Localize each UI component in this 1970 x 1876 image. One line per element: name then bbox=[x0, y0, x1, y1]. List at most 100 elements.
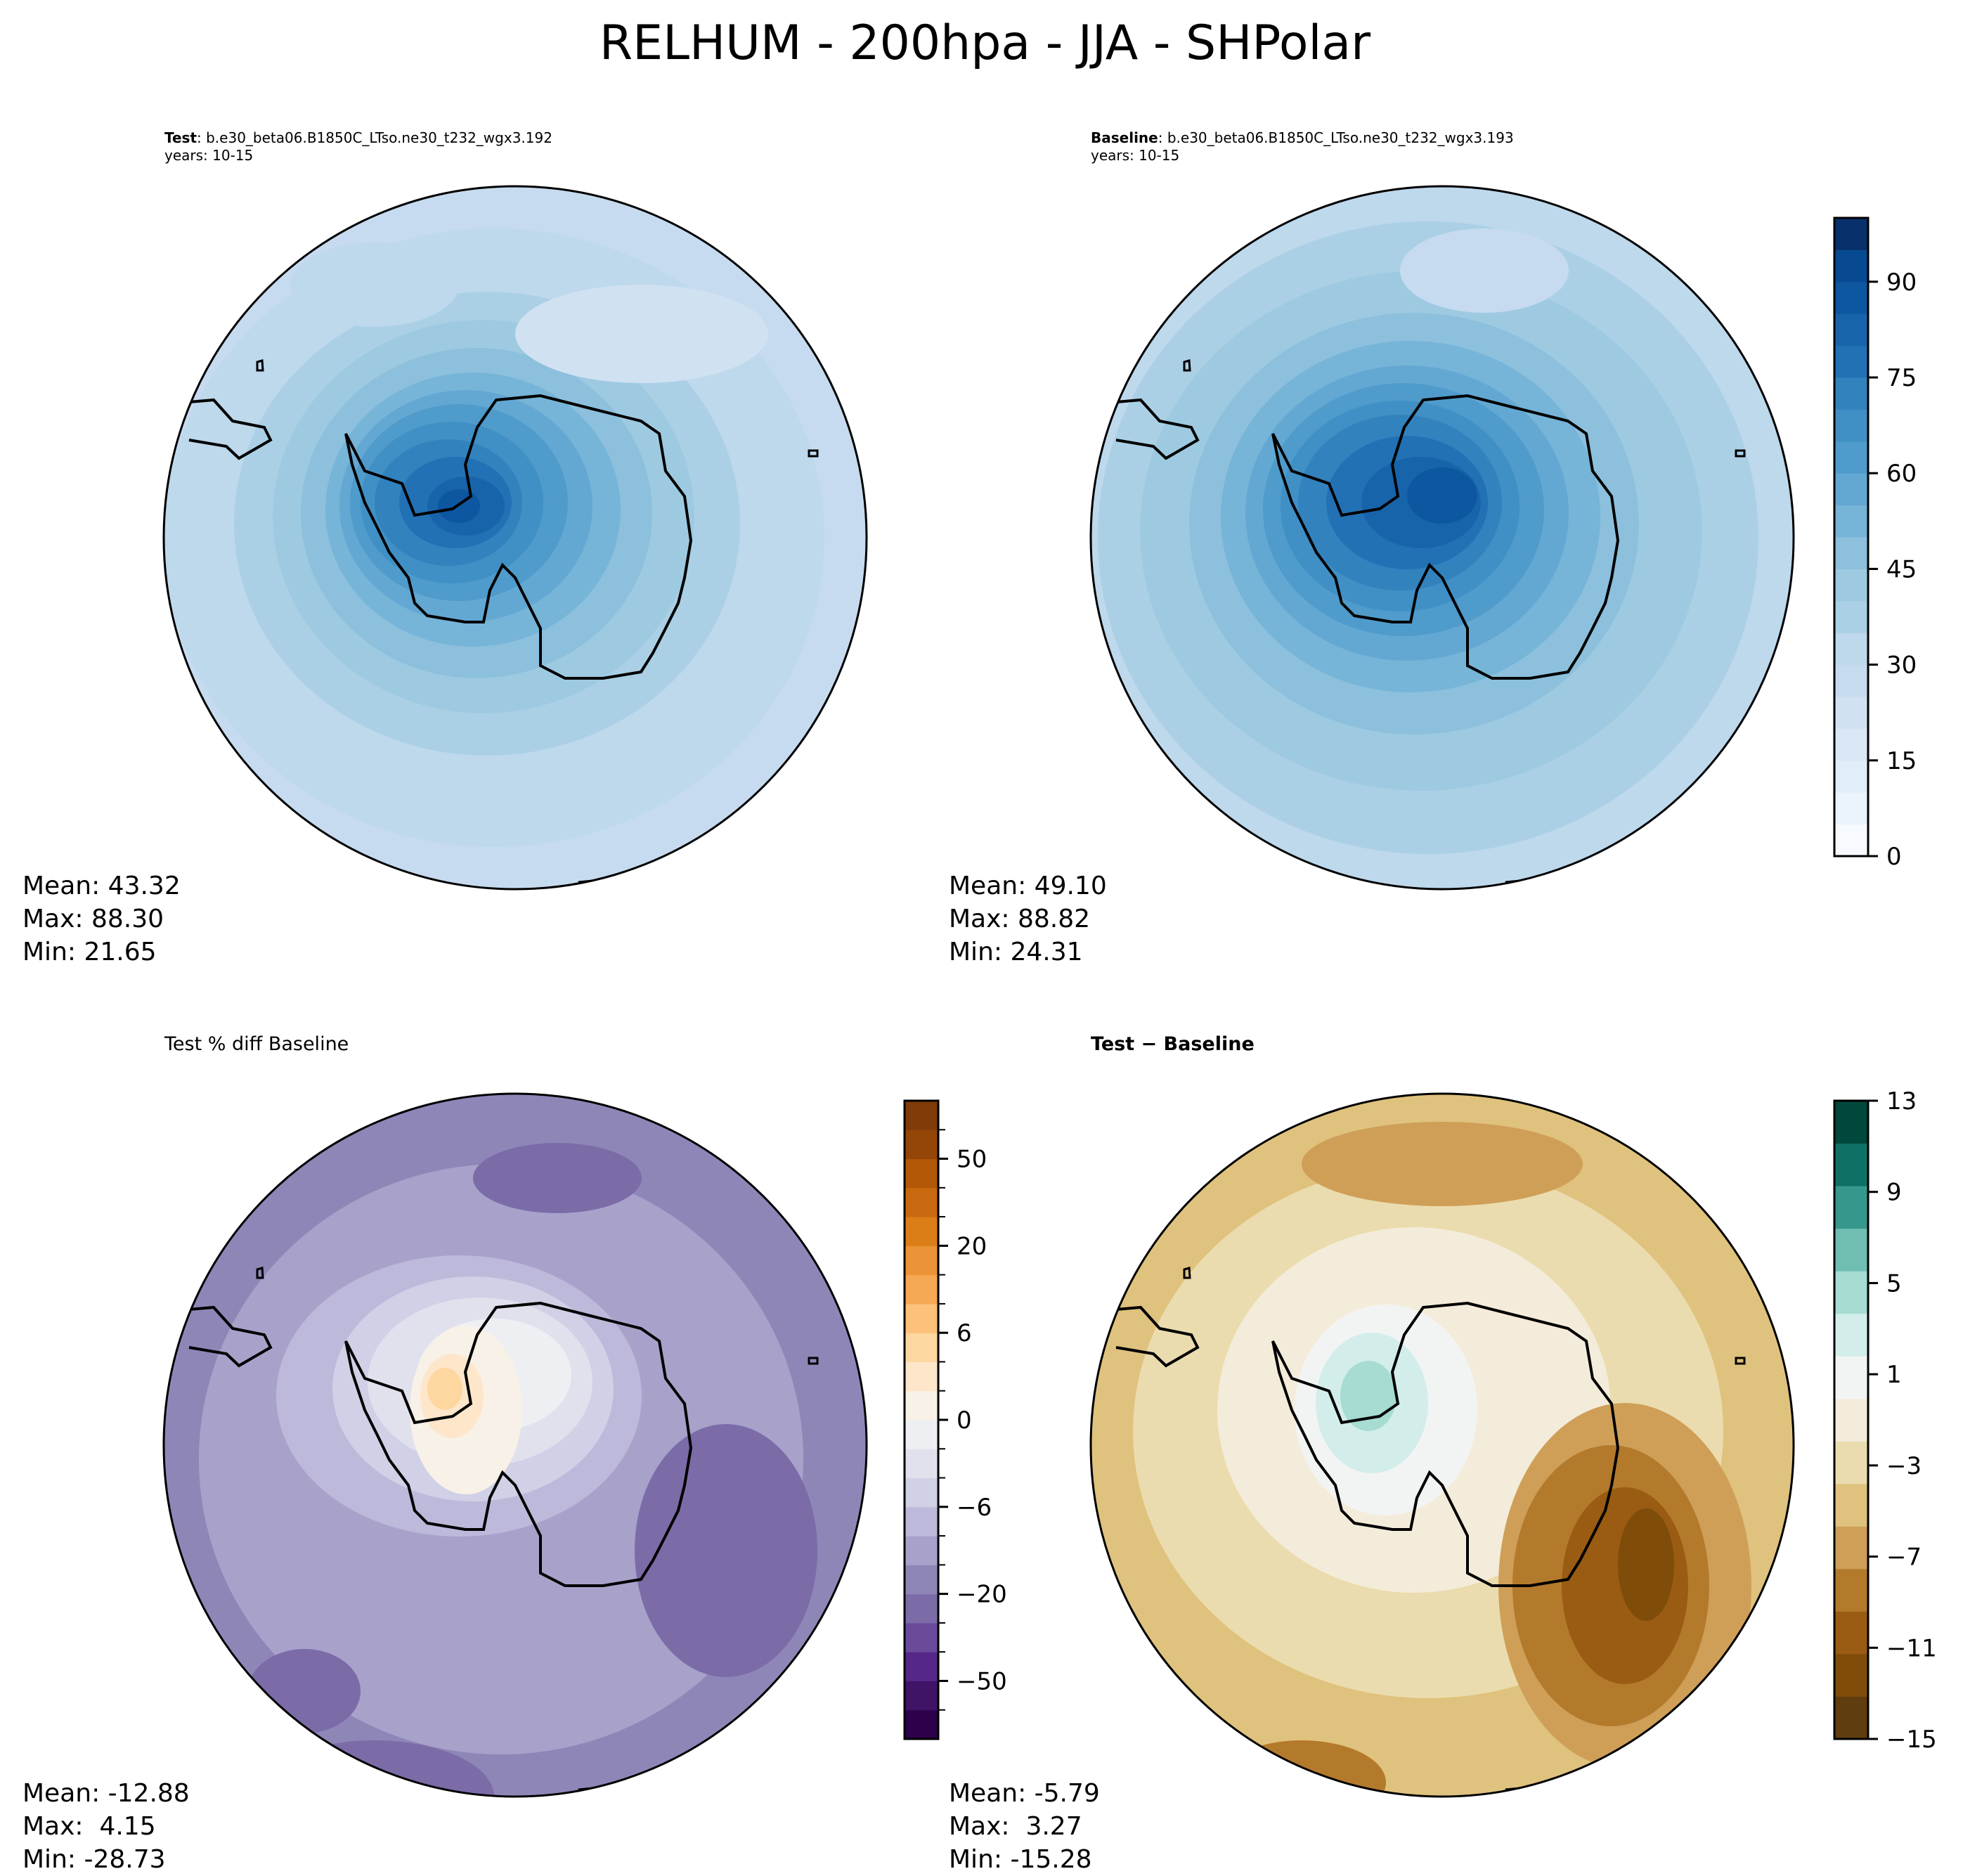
colorbar-band bbox=[1834, 218, 1868, 250]
test-panel-title: Test: b.e30_beta06.B1850C_LTso.ne30_t232… bbox=[164, 129, 552, 164]
antarctica-coastline bbox=[344, 1301, 693, 1587]
baseline-years: years: 10-15 bbox=[1091, 147, 1180, 164]
colorbar-band bbox=[1834, 1611, 1868, 1655]
colorbar-tick-label: 15 bbox=[1886, 747, 1917, 775]
pctdiff-mean: Mean: -12.88 bbox=[22, 1779, 190, 1808]
colorbar-band bbox=[1834, 1441, 1868, 1484]
baseline-map bbox=[1089, 185, 1795, 891]
colorbar-tick-label: 90 bbox=[1886, 269, 1917, 297]
blues-colorbar: 0 15 30 45 60 75 90 bbox=[1833, 216, 1959, 873]
colorbar-band bbox=[905, 1130, 938, 1160]
map-boundary bbox=[162, 185, 868, 891]
colorbar-frame bbox=[1833, 1099, 1869, 1740]
antarctica-coastline bbox=[1271, 394, 1620, 680]
contour-band bbox=[290, 242, 459, 327]
south-america-coastline bbox=[1115, 398, 1200, 460]
colorbar-band bbox=[1834, 505, 1868, 538]
colorbar-band bbox=[1834, 441, 1868, 474]
colorbar-tick-label: −7 bbox=[1886, 1544, 1922, 1572]
diff-map bbox=[1089, 1092, 1795, 1798]
colorbar-band bbox=[1834, 1313, 1868, 1357]
island-coastline bbox=[1735, 1357, 1746, 1365]
colorbar-tick-label: −20 bbox=[957, 1581, 1007, 1609]
colorbar-band bbox=[1834, 633, 1868, 666]
test-map bbox=[162, 185, 868, 891]
colorbar-band bbox=[1834, 728, 1868, 761]
pctdiff-map bbox=[162, 1092, 868, 1798]
colorbar-band bbox=[1834, 760, 1868, 793]
colorbar-band bbox=[905, 1477, 938, 1508]
baseline-stats: Mean: 49.10 Max: 88.82 Min: 24.31 bbox=[949, 869, 1107, 969]
test-stats: Mean: 43.32 Max: 88.30 Min: 21.65 bbox=[22, 869, 181, 969]
map-boundary bbox=[1089, 185, 1795, 891]
contour-band bbox=[1400, 228, 1569, 313]
colorbar-band bbox=[1834, 1398, 1868, 1442]
baseline-mean: Mean: 49.10 bbox=[949, 872, 1107, 900]
contour-band bbox=[427, 1368, 462, 1410]
colorbar-band bbox=[1834, 1696, 1868, 1740]
colorbar-band bbox=[905, 1187, 938, 1217]
diff-mean: Mean: -5.79 bbox=[949, 1779, 1100, 1808]
colorbar-band bbox=[1834, 313, 1868, 347]
colorbar-tick-label: 0 bbox=[1886, 843, 1902, 871]
contour-band bbox=[1618, 1508, 1674, 1621]
colorbar-tick-label: 1 bbox=[1886, 1361, 1902, 1389]
colorbar-tick-label: 30 bbox=[1886, 652, 1917, 680]
contour-fill bbox=[164, 186, 867, 889]
colorbar-band bbox=[1834, 1356, 1868, 1399]
colorbar-tick-label: 75 bbox=[1886, 364, 1917, 392]
colorbar-band bbox=[905, 1565, 938, 1595]
pctdiff-stats: Mean: -12.88 Max: 4.15 Min: -28.73 bbox=[22, 1777, 190, 1876]
colorbar-band bbox=[1834, 345, 1868, 378]
map-boundary bbox=[162, 1092, 868, 1798]
map-boundary bbox=[1089, 1092, 1795, 1798]
pctdiff-panel-title: Test % diff Baseline bbox=[164, 1033, 349, 1055]
contour-band bbox=[473, 1143, 642, 1213]
contour-band bbox=[635, 1424, 817, 1677]
island-coastline bbox=[1183, 359, 1191, 372]
colorbar-band bbox=[1834, 250, 1868, 283]
colorbar-band bbox=[905, 1303, 938, 1333]
colorbar-tick-label: −3 bbox=[1886, 1452, 1922, 1480]
colorbar-band bbox=[905, 1709, 938, 1740]
colorbar-band bbox=[1834, 600, 1868, 633]
colorbar-band bbox=[1834, 377, 1868, 410]
south-america-coastline bbox=[188, 398, 273, 460]
puor-colorbar: −50 −20 −6 0 6 20 50 bbox=[903, 1099, 1030, 1756]
colorbar-band bbox=[1834, 664, 1868, 697]
colorbar-tick-label: 45 bbox=[1886, 555, 1917, 583]
diff-stats: Mean: -5.79 Max: 3.27 Min: -15.28 bbox=[949, 1777, 1100, 1876]
colorbar-band bbox=[905, 1420, 938, 1449]
colorbar-tick-label: 60 bbox=[1886, 460, 1917, 488]
contour-band bbox=[515, 285, 768, 383]
colorbar-band bbox=[1834, 281, 1868, 314]
colorbar-band bbox=[905, 1333, 938, 1362]
colorbar-band bbox=[905, 1622, 938, 1652]
colorbar-band bbox=[905, 1361, 938, 1392]
island-coastline bbox=[808, 1357, 819, 1365]
brbg-colorbar: −15 −11 −7 −3 1 5 9 13 bbox=[1833, 1087, 1959, 1756]
colorbar-band bbox=[1834, 697, 1868, 729]
antarctica-coastline bbox=[1271, 1301, 1620, 1587]
diff-min: Min: -15.28 bbox=[949, 1845, 1092, 1874]
antarctica-coastline bbox=[344, 394, 693, 680]
colorbar-band bbox=[1834, 1186, 1868, 1229]
island-coastline bbox=[808, 449, 819, 458]
colorbar-band bbox=[1834, 569, 1868, 602]
baseline-panel-title: Baseline: b.e30_beta06.B1850C_LTso.ne30_… bbox=[1091, 129, 1514, 164]
colorbar-tick-label: −50 bbox=[957, 1667, 1007, 1695]
baseline-max: Max: 88.82 bbox=[949, 905, 1091, 933]
colorbar-band bbox=[905, 1158, 938, 1189]
colorbar-band bbox=[1834, 1101, 1868, 1144]
colorbar-band bbox=[905, 1506, 938, 1537]
south-america-coastline bbox=[1115, 1305, 1200, 1368]
colorbar-band bbox=[1834, 1483, 1868, 1527]
test-case-name: : b.e30_beta06.B1850C_LTso.ne30_t232_wgx… bbox=[197, 129, 552, 146]
colorbar-band bbox=[1834, 1653, 1868, 1697]
island-coastline bbox=[256, 1267, 264, 1279]
colorbar-svg: −50 −20 −6 0 6 20 50 bbox=[903, 1099, 1007, 1740]
baseline-case-name: : b.e30_beta06.B1850C_LTso.ne30_t232_wgx… bbox=[1158, 129, 1514, 146]
test-mean: Mean: 43.32 bbox=[22, 872, 181, 900]
colorbar-tick-label: 20 bbox=[957, 1232, 987, 1260]
contour-fill bbox=[1091, 1094, 1794, 1797]
